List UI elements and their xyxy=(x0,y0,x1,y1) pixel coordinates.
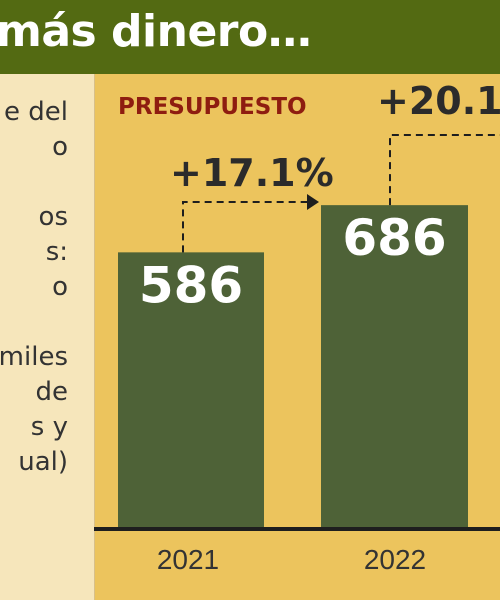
bars-layer: 586 686 xyxy=(118,205,468,529)
sidebar-line: o xyxy=(52,272,68,302)
sidebar-description: e del o os s: o miles de s y ual) atos xyxy=(0,74,95,600)
x-tick-label: 2022 xyxy=(364,544,426,575)
bar-value-label: 586 xyxy=(139,256,243,314)
sidebar-line: s y xyxy=(30,412,68,442)
x-tick-labels: 2021 2022 xyxy=(157,544,426,575)
sidebar-line: o xyxy=(52,132,68,162)
sidebar-line: e del xyxy=(4,97,68,127)
source-note: atos xyxy=(0,598,42,600)
bar-2021 xyxy=(118,252,264,529)
bar-value-label: 686 xyxy=(342,209,446,267)
title-bar: más dinero… xyxy=(0,0,500,74)
series-label: PRESUPUESTO xyxy=(118,94,307,120)
arrow-head xyxy=(307,194,319,210)
x-tick-label: 2021 xyxy=(157,544,219,575)
sidebar-line: de xyxy=(35,377,69,407)
sidebar-line: miles xyxy=(0,342,68,372)
growth-label: +20.1% xyxy=(377,79,500,123)
sidebar-line: os xyxy=(38,202,68,232)
chart-title: más dinero… xyxy=(0,6,312,57)
growth-connector-2021-2022 xyxy=(182,201,307,253)
growth-connectors: +17.1% +20.1% xyxy=(170,79,500,253)
bar-2022 xyxy=(321,205,468,529)
sidebar-line: ual) xyxy=(18,447,68,477)
growth-connector-2022-next xyxy=(389,134,500,206)
sidebar-line: s: xyxy=(45,237,68,267)
growth-label: +17.1% xyxy=(170,151,334,195)
